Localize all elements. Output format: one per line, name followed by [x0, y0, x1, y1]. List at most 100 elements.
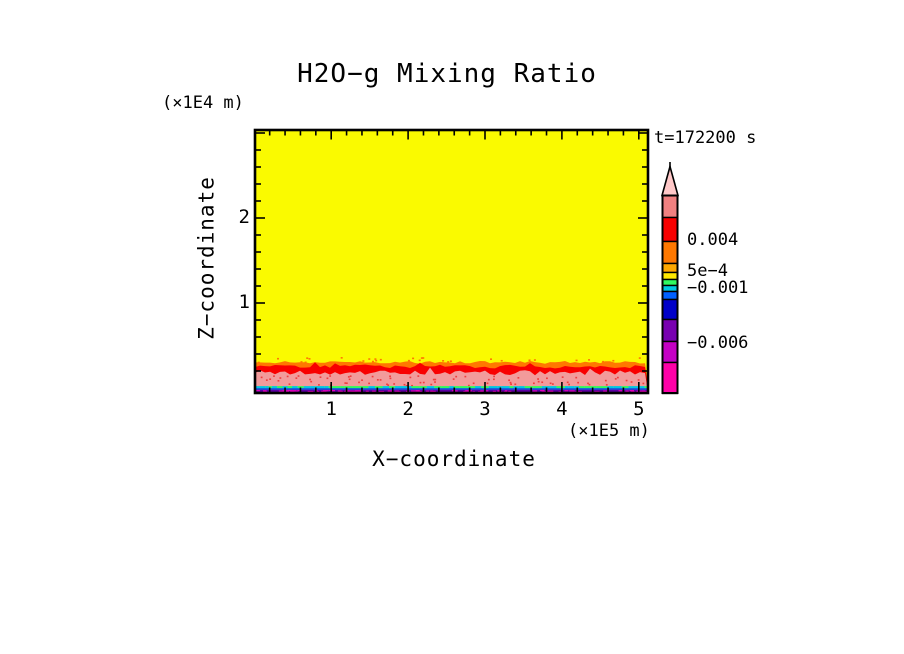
red-speckle — [509, 381, 512, 384]
red-speckle — [625, 379, 628, 382]
green-cyan-layer — [541, 386, 550, 389]
green-cyan-layer — [501, 386, 510, 389]
red-speckle — [532, 382, 535, 385]
orange-speckle — [418, 359, 421, 362]
colorbar-segment-4 — [661, 271, 679, 281]
green-cyan-layer — [271, 386, 278, 389]
magenta-speckle — [344, 390, 351, 392]
colorbar-segment-3 — [661, 262, 679, 274]
magenta-speckle — [558, 391, 563, 392]
magenta-speckle — [451, 390, 455, 392]
magenta-speckle — [286, 390, 289, 392]
orange-speckle — [276, 357, 279, 360]
green-cyan-layer — [518, 386, 525, 389]
red-speckle — [387, 384, 390, 386]
red-speckle — [345, 382, 348, 385]
magenta-speckle — [594, 391, 600, 392]
orange-speckle — [420, 357, 423, 359]
colorbar-segment-1 — [661, 216, 679, 243]
colorbar-label-1: 5e−4 — [687, 261, 728, 281]
blue-layer — [256, 388, 647, 390]
green-cyan-layer — [287, 386, 293, 389]
colorbar-label-0: 0.004 — [687, 230, 739, 250]
green-cyan-layer — [268, 386, 272, 389]
green-cyan-layer — [556, 386, 565, 389]
orange-speckle — [638, 357, 641, 359]
red-speckle — [405, 384, 408, 387]
magenta-speckle — [631, 390, 634, 392]
red-speckle — [546, 377, 548, 380]
red-speckle — [614, 378, 617, 380]
orange-speckle — [368, 358, 371, 360]
colorbar-segment-9 — [661, 318, 679, 343]
colorbar-segment-11 — [661, 361, 679, 395]
magenta-speckle — [541, 390, 545, 392]
red-speckle — [467, 384, 470, 387]
magenta-speckle — [394, 390, 400, 392]
red-speckle — [537, 378, 540, 380]
purple-layer — [256, 389, 647, 392]
green-cyan-layer — [340, 386, 345, 389]
red-speckle — [361, 379, 363, 381]
magenta-speckle — [478, 391, 483, 392]
red-speckle — [419, 381, 422, 384]
orange-speckle — [371, 360, 374, 363]
green-cyan-layer — [578, 386, 585, 389]
magenta-speckle — [415, 390, 420, 392]
red-speckle — [517, 377, 520, 379]
x-axis-unit-label: (×1E5 m) — [568, 421, 650, 441]
green-cyan-layer — [584, 386, 591, 389]
red-speckle — [455, 375, 458, 378]
red-speckle — [434, 378, 437, 381]
green-cyan-layer — [513, 386, 519, 389]
orange-speckle — [490, 358, 493, 360]
red-speckle — [417, 375, 420, 377]
colorbar-label-2: −0.001 — [687, 278, 749, 298]
red-speckle — [577, 381, 580, 384]
magenta-speckle — [323, 390, 329, 392]
orange-speckle — [375, 359, 378, 362]
green-cyan-layer — [574, 386, 579, 389]
red-speckle — [265, 379, 268, 381]
red-speckle — [318, 384, 320, 386]
orange-speckle — [412, 357, 415, 360]
magenta-speckle — [316, 390, 320, 392]
green-cyan-layer — [256, 386, 260, 389]
magenta-speckle — [378, 391, 385, 392]
red-speckle — [510, 383, 512, 386]
colorbar-segment-0 — [661, 194, 679, 219]
red-speckle — [430, 383, 433, 386]
colorbar-segment-5 — [661, 278, 679, 287]
red-speckle — [411, 384, 413, 387]
green-cyan-layer — [277, 386, 283, 389]
green-cyan-layer — [419, 386, 427, 389]
red-speckle — [642, 382, 645, 385]
green-cyan-layer — [310, 386, 316, 389]
orange-speckle — [612, 359, 615, 362]
orange-speckle — [340, 357, 343, 359]
orange-speckle — [528, 359, 531, 362]
magenta-speckle — [297, 389, 301, 392]
magenta-speckle — [618, 390, 623, 392]
red-speckle — [403, 383, 406, 386]
red-speckle — [422, 381, 425, 384]
orange-speckle — [447, 361, 450, 363]
magenta-speckle — [397, 391, 401, 392]
red-speckle — [386, 383, 388, 386]
green-cyan-layer — [449, 386, 454, 389]
red-speckle — [568, 383, 570, 386]
red-speckle — [630, 381, 633, 383]
red-speckle — [260, 376, 263, 379]
red-speckle — [616, 376, 619, 379]
y-tick-label-1: 1 — [238, 291, 250, 313]
red-speckle — [269, 378, 272, 380]
green-cyan-layer — [324, 386, 329, 389]
magenta-speckle — [497, 390, 501, 392]
green-cyan-layer — [549, 386, 557, 389]
green-cyan-layer — [434, 386, 442, 389]
colorbar-segment-2 — [661, 240, 679, 265]
red-speckle — [297, 375, 300, 377]
colorbar-segment-8 — [661, 298, 679, 321]
red-speckle — [389, 377, 392, 380]
